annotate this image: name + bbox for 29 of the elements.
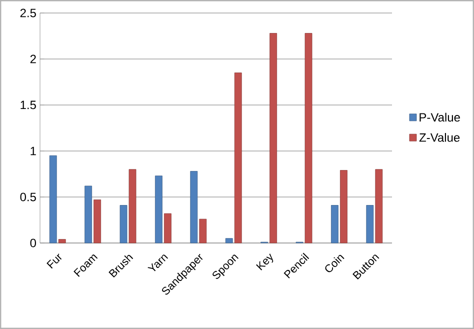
x-tick-label: Fur bbox=[46, 254, 62, 269]
bar bbox=[234, 72, 242, 244]
bar bbox=[49, 155, 57, 244]
y-tick-label: 0.5 bbox=[20, 192, 36, 202]
bar bbox=[58, 239, 66, 244]
bar bbox=[94, 200, 102, 244]
bar bbox=[164, 213, 172, 244]
bar bbox=[199, 218, 207, 244]
x-tick-label: Coin bbox=[325, 254, 344, 272]
legend-label: P-Value bbox=[420, 112, 460, 122]
bar bbox=[366, 205, 374, 244]
y-tick-label: 1.5 bbox=[20, 100, 36, 110]
bar bbox=[155, 176, 162, 244]
bar bbox=[225, 238, 233, 244]
y-tick-label: 2 bbox=[30, 54, 36, 64]
y-tick-label: 2.5 bbox=[20, 8, 36, 18]
bar bbox=[270, 33, 278, 244]
bar bbox=[340, 170, 348, 244]
bar bbox=[128, 169, 136, 244]
bar bbox=[190, 171, 198, 244]
y-tick-label: 1 bbox=[30, 146, 36, 156]
x-tick-label: Key bbox=[256, 254, 274, 270]
y-tick-label: 0 bbox=[30, 238, 36, 248]
bar bbox=[120, 205, 128, 244]
legend-label: Z-Value bbox=[419, 132, 460, 142]
bar bbox=[304, 33, 312, 244]
bar bbox=[375, 169, 383, 244]
bar bbox=[331, 205, 338, 244]
bar bbox=[84, 186, 92, 244]
